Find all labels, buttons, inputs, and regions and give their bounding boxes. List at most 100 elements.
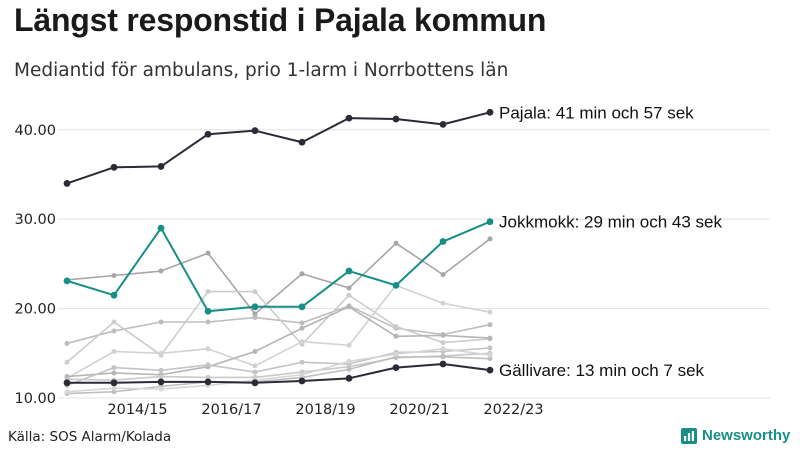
data-point [252,369,258,375]
chart-title: Längst responstid i Pajala kommun [14,2,547,38]
data-point [252,315,258,321]
data-point [111,385,117,391]
annotation-g-llivare: Gällivare: 13 min och 7 sek [499,361,705,380]
data-point [392,364,400,371]
annotation-pajala: Pajala: 41 min och 57 sek [499,103,694,122]
chart-subtitle: Mediantid för ambulans, prio 1-larm i No… [14,60,509,81]
data-point [440,300,446,306]
data-point [63,277,71,285]
data-point [440,340,446,346]
gridlines [58,129,770,399]
series-line [66,348,491,393]
series-line [67,363,491,384]
data-point [158,386,164,392]
data-point [487,335,493,341]
data-point [440,346,446,352]
data-point [486,366,494,374]
data-point [252,289,258,295]
data-point [111,349,117,355]
series-line [66,305,491,345]
data-point [392,115,400,123]
data-point [111,370,117,376]
data-point [111,328,117,334]
data-point [486,218,494,226]
data-point [439,238,447,245]
data-point [393,333,399,339]
series-g-llivare [63,360,494,387]
data-point [487,345,493,351]
data-point [346,292,352,298]
y-tick-label: 20.00 [14,302,56,318]
data-point [63,379,71,387]
series-line [66,305,491,378]
data-point [205,346,211,352]
x-tick-label: 2016/17 [201,402,261,418]
series-pajala [63,108,494,187]
data-point [110,291,118,299]
data-point [63,180,71,187]
x-tick-label: 2020/21 [389,402,449,418]
data-point [158,367,164,373]
data-point [64,389,70,395]
x-tick-label: 2018/19 [295,402,355,418]
series-line [66,238,491,315]
data-point [487,236,493,242]
data-point [487,352,493,358]
data-point [157,378,165,386]
data-point [299,372,305,378]
series-annotations: Pajala: 41 min och 57 sek Jokkmokk: 29 mi… [499,103,722,380]
series-other-5 [64,304,493,380]
data-point [252,349,258,355]
y-tick-label: 10.00 [14,391,56,407]
data-point [64,340,70,346]
context-series [64,236,493,397]
data-point [205,374,211,380]
data-point [111,319,117,325]
data-point [205,362,211,368]
data-point [346,304,352,310]
data-point [204,130,212,138]
data-point [111,365,117,371]
newsworthy-logo-icon [681,427,697,444]
y-axis-ticks: 10.00 20.00 30.00 40.00 [14,123,56,407]
series-line [66,111,491,185]
data-point [346,342,352,348]
brand-logo[interactable]: Newsworthy [681,427,790,444]
x-axis-ticks: 2014/15 2016/17 2018/19 2020/21 2022/23 [107,402,543,418]
data-point [158,350,164,356]
y-tick-label: 30.00 [14,212,56,228]
data-point [204,307,212,315]
data-point [158,319,164,325]
data-point [299,359,305,365]
data-point [346,366,352,372]
x-tick-label: 2014/15 [107,402,167,418]
data-point [486,108,494,116]
data-point [393,240,399,246]
data-point [345,374,353,382]
data-point [299,325,305,331]
data-point [158,268,164,274]
data-point [111,273,117,279]
data-point [252,311,258,317]
data-point [204,378,212,386]
data-point [299,339,305,345]
annotation-jokkmokk: Jokkmokk: 29 min och 43 sek [499,213,722,232]
y-tick-label: 40.00 [14,123,56,139]
data-point [251,303,259,311]
data-point [487,309,493,315]
data-point [111,389,117,395]
data-point [205,250,211,256]
series-line [66,284,491,380]
data-point [440,354,446,360]
data-point [440,272,446,278]
data-point [299,271,305,277]
data-point [487,356,493,362]
data-point [205,319,211,325]
data-point [64,359,70,365]
brand-name: Newsworthy [702,427,791,444]
data-point [298,377,306,385]
data-point [393,323,399,329]
data-point [439,121,447,128]
data-point [157,163,165,170]
